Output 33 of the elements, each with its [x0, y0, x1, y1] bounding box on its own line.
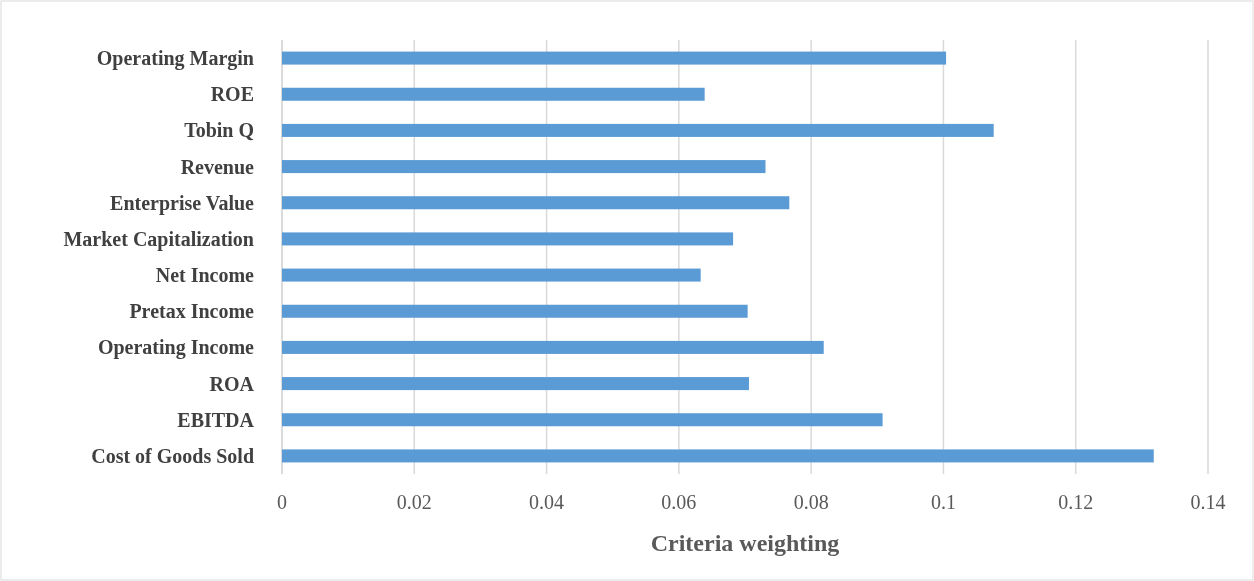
bar	[282, 196, 790, 210]
y-tick-label: Market Capitalization	[63, 227, 254, 251]
y-tick-label: Enterprise Value	[110, 191, 255, 215]
y-tick-label: Operating Margin	[96, 47, 254, 71]
bar	[282, 87, 705, 101]
bar	[282, 449, 1154, 463]
y-tick-label: EBITDA	[177, 408, 255, 431]
bar	[282, 123, 994, 137]
x-tick-label: 0.14	[1190, 491, 1226, 513]
bar	[282, 413, 883, 427]
y-tick-label: ROE	[210, 83, 254, 106]
x-tick-label: 0.08	[793, 491, 829, 513]
y-tick-label: Revenue	[180, 155, 255, 178]
x-tick-label: 0	[277, 491, 287, 513]
y-tick-label: Pretax Income	[129, 300, 255, 323]
x-tick-label: 0.06	[661, 491, 697, 513]
bar	[282, 160, 766, 174]
x-axis-title: Criteria weighting	[650, 530, 840, 556]
y-tick-label: Cost of Goods Sold	[91, 444, 254, 467]
bar	[282, 340, 824, 354]
x-tick-label: 0.12	[1058, 491, 1094, 513]
bar	[282, 51, 947, 65]
bar	[282, 304, 748, 318]
y-tick-label: Net Income	[155, 264, 255, 287]
y-tick-label: Operating Income	[97, 336, 255, 360]
bar	[282, 377, 749, 391]
y-tick-label: Tobin Q	[184, 119, 254, 142]
x-tick-label: 0.04	[529, 491, 565, 513]
bar	[282, 268, 701, 282]
x-tick-label: 0.02	[396, 491, 432, 513]
x-tick-label: 0.1	[930, 491, 956, 513]
bar	[282, 232, 734, 246]
y-tick-label: ROA	[209, 372, 255, 395]
